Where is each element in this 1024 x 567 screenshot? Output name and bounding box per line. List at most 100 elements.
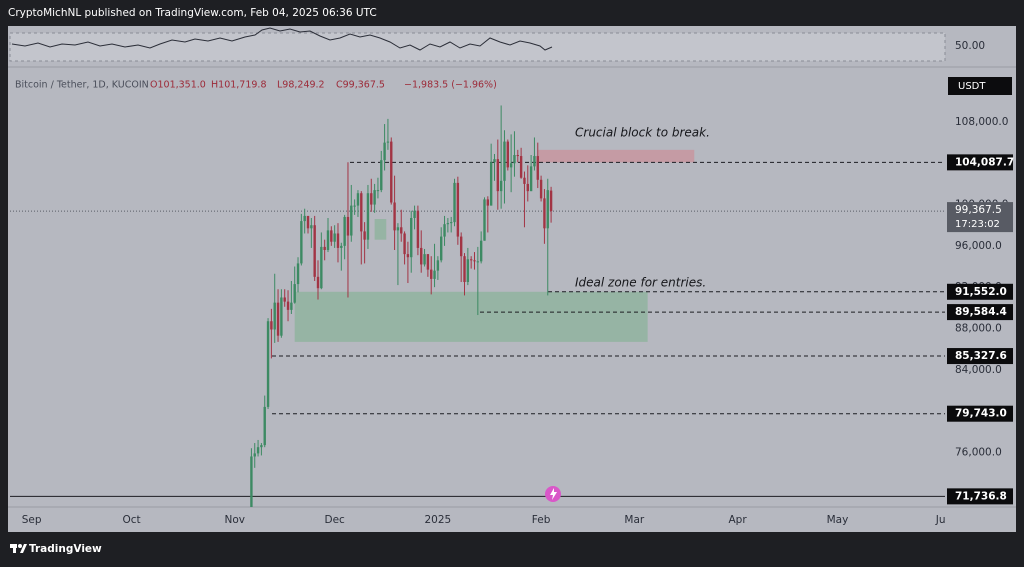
candle-body — [253, 453, 256, 457]
countdown: 17:23:02 — [955, 219, 1000, 230]
annotation: Crucial block to break. — [575, 126, 710, 140]
candle-body — [266, 321, 270, 407]
candle-body — [496, 159, 500, 192]
y-tick-label: 84,000.0 — [955, 364, 1002, 376]
candle-body — [270, 321, 273, 330]
zone — [294, 291, 648, 342]
candle-body — [506, 141, 510, 168]
candle-body — [406, 254, 410, 258]
candle-body — [340, 245, 343, 248]
candle-body — [536, 156, 539, 180]
candle-body — [370, 193, 373, 205]
candle-body — [503, 141, 506, 181]
chart-pane — [8, 26, 1016, 532]
level-label-box — [947, 304, 1013, 321]
candle-body — [386, 141, 390, 143]
candle-body — [493, 159, 496, 163]
candle-body — [326, 230, 330, 250]
candle-body — [276, 302, 280, 336]
zone — [537, 149, 695, 163]
candle-body — [483, 199, 486, 241]
candle-body — [456, 182, 460, 237]
level-label: 79,743.0 — [955, 408, 1007, 420]
candle-body — [286, 301, 290, 310]
level-label-box — [947, 283, 1013, 300]
candle-body — [333, 233, 336, 242]
candle-body — [519, 156, 523, 178]
zone — [374, 219, 387, 240]
candle-body — [489, 162, 493, 206]
candle-body — [459, 236, 463, 257]
ohlc-label: O101,351.0 — [150, 80, 206, 91]
y-tick-label: 76,000.0 — [955, 446, 1002, 458]
candle-body — [320, 246, 323, 289]
y-tick-label: 96,000.0 — [955, 240, 1002, 252]
candle-body — [546, 190, 549, 229]
candle-body — [463, 256, 466, 282]
candle-body — [336, 233, 340, 248]
candle-body — [453, 182, 456, 223]
candle-body — [293, 284, 296, 303]
candle-body — [479, 240, 483, 262]
candle-body — [486, 199, 490, 206]
candle-body — [310, 225, 313, 229]
level-label-box — [947, 348, 1013, 365]
candle-body — [323, 246, 326, 250]
candle-body — [466, 259, 470, 282]
candle-body — [400, 227, 403, 234]
candle-body — [499, 180, 503, 192]
x-tick-label: Oct — [122, 514, 140, 526]
level-label: 85,327.6 — [955, 350, 1007, 362]
candle-body — [356, 193, 360, 206]
currency-box — [948, 77, 1012, 95]
price-label: 99,367.5 — [955, 204, 1002, 216]
candle-body — [376, 190, 380, 192]
candle-body — [363, 231, 366, 240]
level-label: 104,087.7 — [955, 156, 1014, 168]
candle-body — [473, 260, 476, 262]
candle-body — [416, 210, 420, 248]
candle-body — [513, 155, 516, 164]
x-tick-label: Dec — [324, 514, 345, 526]
x-tick-label: Nov — [225, 514, 246, 526]
candle-body — [380, 160, 383, 191]
ohlc-label: C99,367.5 — [336, 80, 385, 91]
candle-body — [549, 190, 553, 212]
y-tick-label: 88,000.0 — [955, 322, 1002, 334]
annotation: Ideal zone for entries. — [575, 276, 706, 290]
candle-body — [433, 270, 436, 279]
candle-body — [353, 205, 356, 207]
ohlc-label: H101,719.8 — [211, 80, 267, 91]
candle-body — [366, 193, 370, 240]
candle-body — [516, 155, 519, 157]
candle-body — [476, 261, 480, 263]
symbol-title: Bitcoin / Tether, 1D, KUCOIN — [15, 80, 149, 91]
candle-body — [296, 263, 300, 285]
candle-body — [539, 179, 543, 199]
y-tick-label: 108,000.0 — [955, 116, 1008, 128]
candle-body — [440, 236, 443, 261]
brand: TradingView — [29, 543, 102, 555]
level-label: 91,552.0 — [955, 286, 1007, 298]
candle-body — [263, 406, 266, 446]
x-tick-label: Ju — [935, 514, 946, 526]
ohlc-label: −1,983.5 (−1.96%) — [404, 80, 497, 91]
candle-body — [306, 215, 310, 229]
x-tick-label: 2025 — [425, 514, 452, 526]
candle-body — [543, 198, 546, 229]
x-tick-label: May — [827, 514, 849, 526]
candle-body — [313, 225, 316, 277]
candle-body — [529, 166, 533, 192]
candle-body — [303, 215, 306, 222]
candle-body — [449, 222, 453, 224]
ohlc-label: L98,249.2 — [277, 80, 325, 91]
oscillator-label: 50.00 — [955, 40, 985, 52]
level-label: 89,584.4 — [955, 306, 1007, 318]
candle-body — [260, 445, 263, 448]
candle-body — [413, 210, 416, 218]
oscillator-line — [11, 27, 553, 51]
candle-body — [350, 205, 353, 236]
candle-body — [360, 193, 363, 232]
